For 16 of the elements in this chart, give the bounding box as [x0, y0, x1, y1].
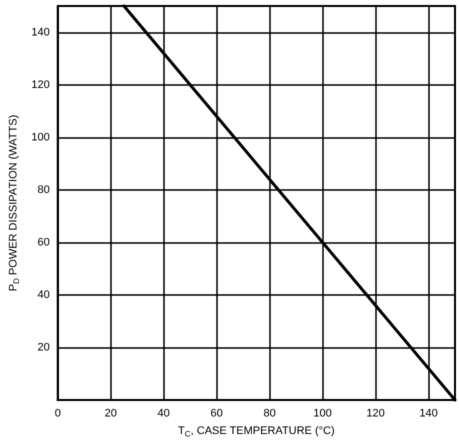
y-tick-label: 40 [38, 288, 50, 301]
y-tick-label: 20 [38, 341, 50, 354]
y-tick-label: 140 [31, 26, 50, 38]
y-tick-label: 60 [38, 236, 50, 248]
y-tick-label: 80 [38, 184, 50, 196]
x-tick-label: 120 [366, 408, 385, 420]
y-axis-title: PD POWER DISSIPATION (WATTS) [8, 114, 21, 292]
x-tick-label: 60 [210, 408, 223, 420]
x-tick-label: 0 [54, 408, 61, 420]
x-tick-label: 80 [263, 408, 276, 420]
x-tick-label: 140 [419, 408, 438, 420]
x-tick-label: 40 [158, 408, 170, 420]
y-tick-label: 100 [31, 131, 50, 144]
x-tick-label: 100 [313, 408, 332, 420]
x-tick-label: 20 [104, 408, 117, 420]
y-tick-label: 120 [31, 78, 50, 91]
